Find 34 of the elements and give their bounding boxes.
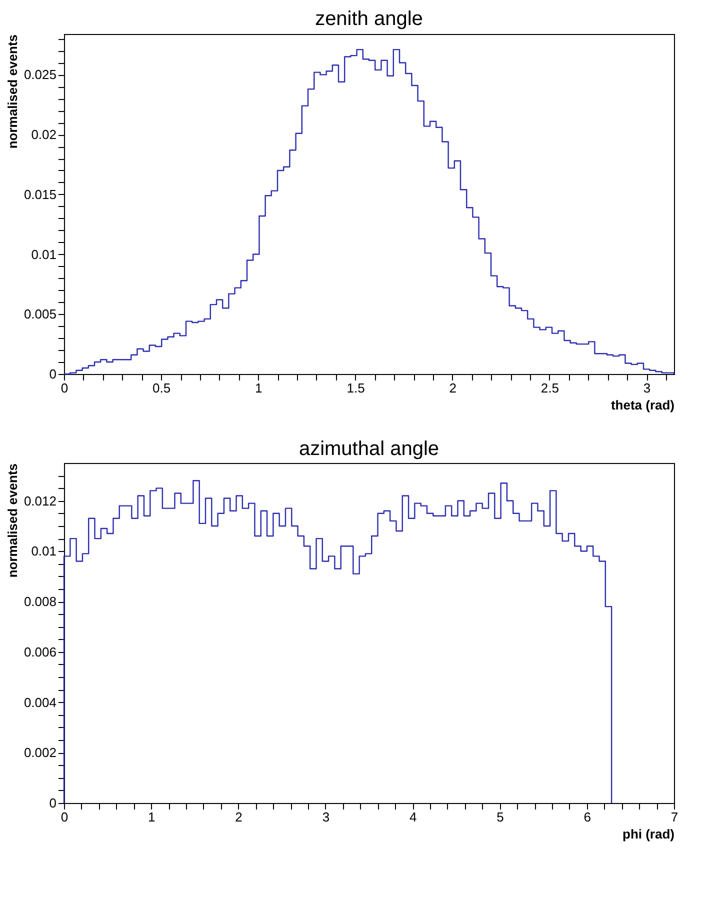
y-axis-title: normalised events: [4, 464, 20, 578]
chart-title: azimuthal angle: [298, 438, 440, 460]
x-tick-label: 6: [584, 810, 591, 824]
x-tick-label: 3: [643, 380, 651, 396]
x-tick-label: 2.5: [540, 380, 559, 396]
y-tick-label: 0.008: [24, 594, 56, 610]
y-tick-label: 0.006: [24, 644, 56, 660]
x-tick-label: 0.5: [152, 380, 171, 396]
x-tick-label: 2: [235, 810, 242, 824]
x-axis-title: phi (rad): [622, 826, 674, 842]
y-tick-label: 0.01: [31, 544, 56, 559]
y-tick-label: 0.004: [24, 694, 56, 710]
y-axis-title: normalised events: [4, 34, 20, 149]
y-tick-label: 0.01: [31, 246, 56, 262]
x-tick-label: 2: [449, 380, 456, 396]
x-tick-label: 1.5: [346, 380, 365, 396]
x-tick-label: 0: [60, 810, 68, 824]
y-tick-label: 0: [49, 366, 56, 382]
x-axis-title: theta (rad): [610, 398, 674, 412]
x-tick-label: 4: [409, 810, 417, 824]
x-tick-label: 1: [148, 810, 156, 824]
y-tick-label: 0.012: [24, 493, 56, 508]
x-tick-label: 7: [670, 810, 678, 824]
y-tick-label: 0.005: [24, 306, 56, 322]
x-tick-label: 5: [496, 810, 504, 824]
y-tick-label: 0.02: [31, 127, 56, 142]
y-tick-label: 0.015: [24, 186, 56, 202]
y-tick-label: 0: [49, 796, 56, 810]
chart-title: zenith angle: [315, 8, 423, 30]
y-tick-label: 0.025: [24, 67, 56, 82]
x-tick-label: 3: [322, 810, 330, 824]
y-tick-label: 0.002: [24, 745, 56, 760]
x-tick-label: 0: [60, 380, 68, 396]
x-tick-label: 1: [255, 380, 262, 396]
